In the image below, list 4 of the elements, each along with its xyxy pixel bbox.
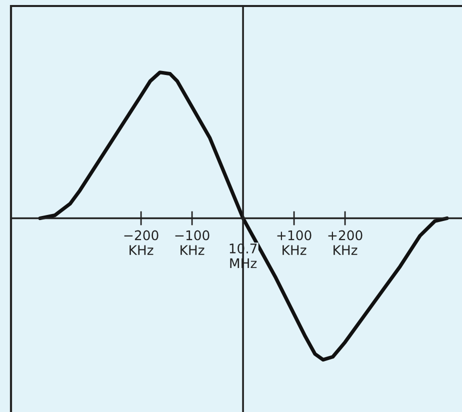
x-tick-label: −100 KHz	[175, 230, 210, 255]
x-tick-label: +100 KHz	[277, 230, 312, 255]
x-tick-label: −200 KHz	[124, 230, 158, 255]
x-tick-label: +200 KHz	[328, 230, 362, 255]
